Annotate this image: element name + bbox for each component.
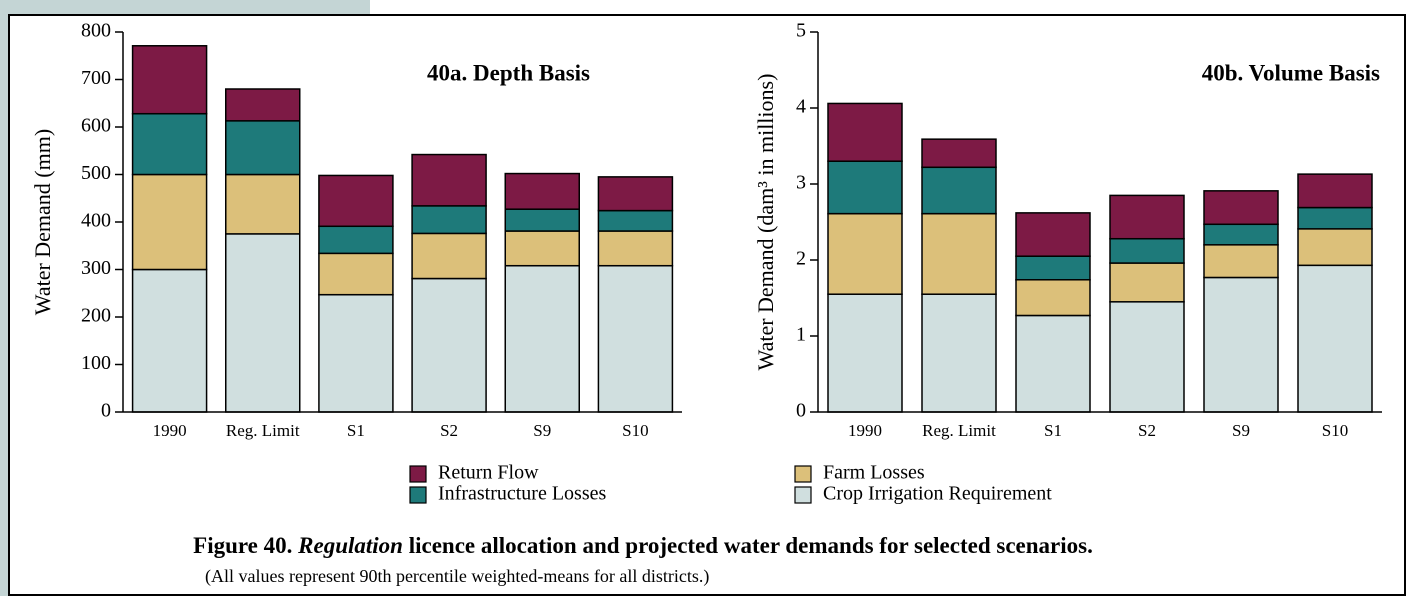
y-tick-label: 700: [81, 67, 111, 89]
bar-segment: [1015, 279, 1091, 317]
bar-segment: [597, 230, 674, 267]
bar-segment: [1297, 228, 1373, 267]
bar-segment: [597, 176, 674, 212]
bar-segment: [504, 208, 580, 232]
legend-swatch: [409, 486, 427, 504]
bar-segment: [1203, 190, 1279, 226]
bar-segment: [1015, 212, 1091, 257]
bar-segment: [921, 293, 997, 413]
bar-segment: [225, 233, 301, 413]
x-tick-label: S10: [622, 421, 648, 440]
x-tick-label: 1990: [848, 421, 882, 440]
bar-segment: [921, 166, 997, 215]
bar-segment: [597, 264, 674, 413]
bar-segment: [131, 112, 208, 176]
bar-segment: [131, 45, 208, 115]
bar-segment: [1109, 301, 1185, 413]
legend-label: Return Flow: [438, 462, 539, 484]
bar-segment: [225, 88, 301, 122]
bar-segment: [318, 252, 394, 296]
x-tick-label: S1: [1044, 421, 1062, 440]
x-tick-label: S10: [1322, 421, 1348, 440]
bar-segment: [225, 120, 301, 176]
x-tick-label: Reg. Limit: [226, 421, 300, 440]
bar-segment: [504, 230, 580, 267]
bar-segment: [411, 205, 487, 235]
y-axis-label: Water Demand (mm): [30, 129, 55, 315]
legend-label: Infrastructure Losses: [438, 483, 606, 505]
panel: [8, 14, 1406, 596]
y-tick-label: 500: [81, 162, 111, 184]
legend-swatch: [794, 465, 812, 483]
bar-segment: [1203, 276, 1279, 413]
bar-segment: [1203, 244, 1279, 279]
y-tick-label: 400: [81, 210, 111, 232]
y-tick-label: 0: [101, 400, 111, 422]
caption: Figure 40. Regulation licence allocation…: [193, 533, 1093, 558]
caption-note: (All values represent 90th percentile we…: [205, 566, 709, 587]
bar-segment: [131, 268, 208, 413]
y-tick-label: 300: [81, 257, 111, 279]
caption-text: licence allocation and projected water d…: [409, 533, 1093, 558]
y-tick-label: 100: [81, 352, 111, 374]
top-strip: [370, 0, 1406, 14]
y-tick-label: 4: [796, 96, 806, 118]
bar-segment: [318, 174, 394, 228]
chart-title: 40a. Depth Basis: [427, 60, 590, 85]
bar-segment: [1015, 255, 1091, 281]
x-tick-label: Reg. Limit: [922, 421, 996, 440]
chart-title: 40b. Volume Basis: [1202, 60, 1380, 85]
bar-segment: [411, 232, 487, 280]
y-tick-label: 200: [81, 305, 111, 327]
y-tick-label: 3: [796, 172, 806, 194]
legend-swatch: [794, 486, 812, 504]
y-tick-label: 0: [796, 400, 806, 422]
bar-segment: [827, 102, 903, 162]
bar-segment: [1015, 314, 1091, 413]
bar-segment: [1109, 262, 1185, 303]
bar-segment: [1203, 223, 1279, 246]
legend-label: Crop Irrigation Requirement: [823, 483, 1052, 505]
caption-emphasis: Regulation: [297, 533, 403, 558]
y-tick-label: 600: [81, 115, 111, 137]
bar-segment: [225, 173, 301, 235]
bar-segment: [921, 212, 997, 295]
bar-segment: [827, 160, 903, 215]
bar-segment: [318, 293, 394, 413]
bar-segment: [318, 225, 394, 255]
bar-segment: [1109, 237, 1185, 264]
x-tick-label: S9: [533, 421, 551, 440]
bar-segment: [827, 293, 903, 413]
caption-label: Figure 40.: [193, 533, 292, 558]
bar-segment: [1297, 206, 1373, 230]
bar-segment: [1297, 173, 1373, 209]
bar-segment: [411, 277, 487, 413]
legend-swatch: [409, 465, 427, 483]
x-tick-label: S1: [347, 421, 365, 440]
legend-label: Farm Losses: [823, 462, 925, 484]
bar-segment: [504, 264, 580, 413]
x-tick-label: S2: [1138, 421, 1156, 440]
y-tick-label: 800: [81, 20, 111, 42]
x-tick-label: 1990: [153, 421, 187, 440]
y-tick-label: 2: [796, 248, 806, 270]
bar-segment: [131, 173, 208, 271]
bar-segment: [1109, 194, 1185, 240]
bar-segment: [597, 209, 674, 232]
y-axis-label: Water Demand (dam³ in millions): [753, 74, 778, 371]
bar-segment: [1297, 264, 1373, 413]
bar-segment: [411, 153, 487, 207]
y-tick-label: 1: [796, 324, 806, 346]
y-tick-label: 5: [796, 20, 806, 42]
bar-segment: [827, 212, 903, 295]
bar-segment: [504, 172, 580, 210]
bar-segment: [921, 138, 997, 169]
x-tick-label: S2: [440, 421, 458, 440]
x-tick-label: S9: [1232, 421, 1250, 440]
